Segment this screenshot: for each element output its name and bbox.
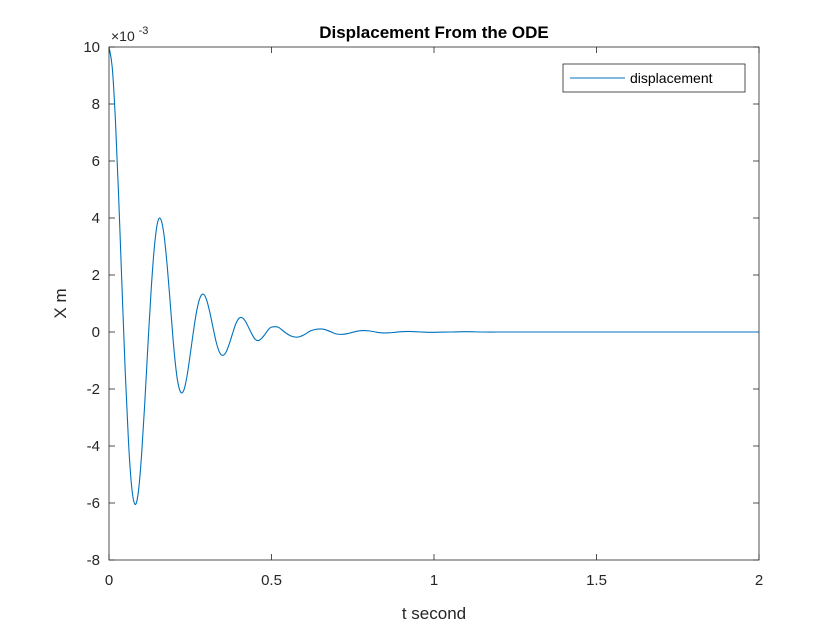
y-tick-label-1: -6 bbox=[87, 495, 100, 512]
y-tick-label-6: 4 bbox=[92, 210, 100, 227]
y-tick-label-0: -8 bbox=[87, 552, 100, 569]
legend-entry-displacement: displacement bbox=[630, 70, 713, 86]
x-tick-label-0: 0 bbox=[105, 572, 113, 589]
x-tick-label-1: 0.5 bbox=[261, 572, 282, 589]
tick-labels: 0 0.5 1 1.5 2 -8 -6 -4 -2 0 2 4 6 8 10 bbox=[83, 39, 763, 589]
y-tick-label-8: 8 bbox=[92, 96, 100, 113]
y-tick-label-7: 6 bbox=[92, 153, 100, 170]
plot-area bbox=[109, 47, 759, 560]
x-axis-label: t second bbox=[402, 604, 466, 623]
y-tick-label-9: 10 bbox=[83, 39, 100, 56]
x-tick-label-4: 2 bbox=[755, 572, 763, 589]
y-axis-multiplier-exponent: -3 bbox=[139, 25, 149, 37]
x-tick-label-2: 1 bbox=[430, 572, 438, 589]
y-axis-multiplier-base: ×10 bbox=[111, 28, 135, 44]
series-line-displacement bbox=[108, 46, 759, 506]
chart-title: Displacement From the ODE bbox=[319, 23, 549, 42]
y-tick-label-5: 2 bbox=[92, 267, 100, 284]
y-axis-multiplier: ×10 -3 bbox=[111, 25, 148, 44]
y-tick-label-4: 0 bbox=[92, 324, 100, 341]
x-tick-label-3: 1.5 bbox=[586, 572, 607, 589]
legend: displacement bbox=[562, 63, 746, 93]
y-tick-label-3: -2 bbox=[87, 381, 100, 398]
y-tick-label-2: -4 bbox=[87, 438, 100, 455]
axes-box bbox=[108, 46, 760, 561]
y-axis-label: X m bbox=[51, 288, 70, 318]
